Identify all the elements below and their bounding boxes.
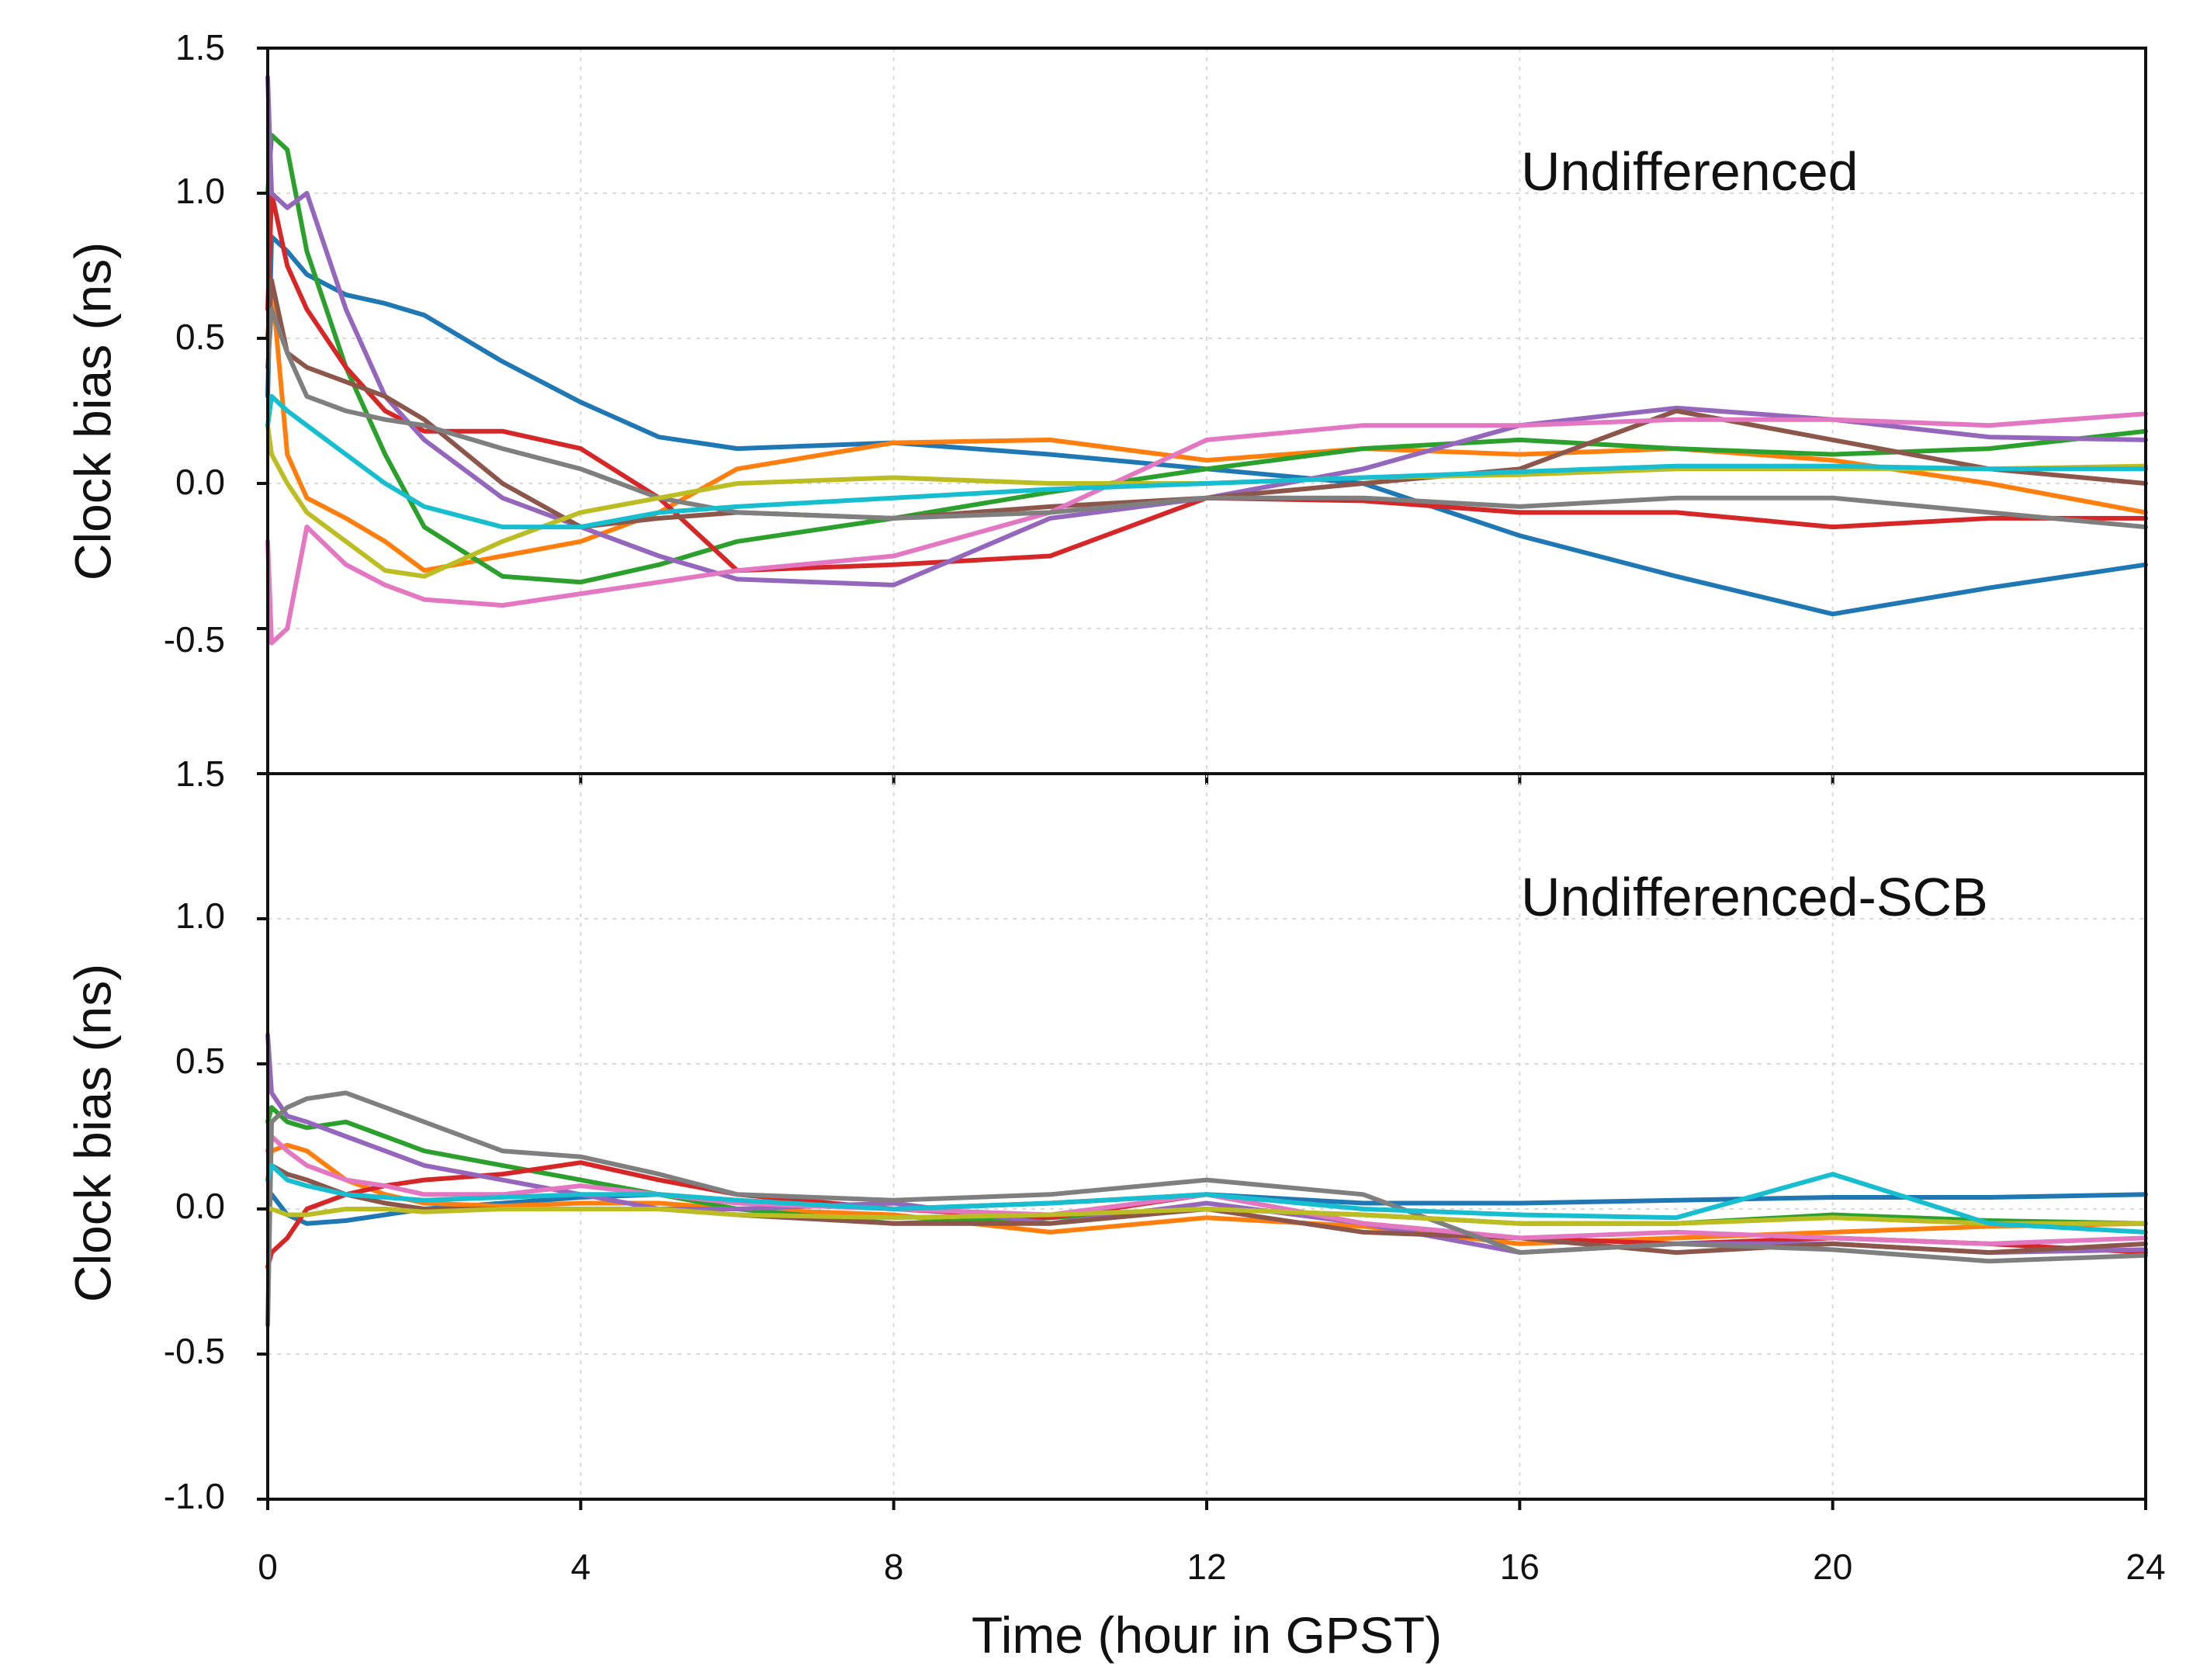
x-tick-label: 0 — [258, 1547, 278, 1587]
y-tick-label: 1.5 — [175, 27, 225, 68]
tick-marks — [257, 47, 2147, 785]
y-tick-label: 1.0 — [175, 171, 225, 211]
y-tick-label: 1.5 — [175, 753, 225, 794]
series-line-s04 — [265, 1160, 2148, 1270]
series-line-s08 — [265, 1090, 2148, 1328]
x-tick-label: 12 — [1187, 1547, 1226, 1587]
y-tick-label: -0.5 — [164, 619, 225, 660]
series-line-s09 — [265, 1207, 2148, 1226]
series-line-s10 — [265, 1162, 2148, 1235]
series-line-s02 — [265, 1142, 2148, 1246]
x-tick-labels: 0 4 8 12 16 20 24 — [258, 1547, 2165, 1587]
series-group — [265, 74, 2148, 646]
series-group — [265, 1032, 2148, 1328]
x-tick-label: 24 — [2126, 1547, 2165, 1587]
x-axis-title: Time (hour in GPST) — [972, 1606, 1442, 1664]
x-tick-label: 20 — [1813, 1547, 1852, 1587]
y-tick-labels: -1.0 -0.5 0.0 0.5 1.0 1.5 — [164, 753, 225, 1516]
y-axis-title: Clock bias (ns) — [64, 964, 121, 1302]
panel-title: Undifferenced — [1521, 141, 1859, 202]
grid — [268, 48, 2146, 774]
y-tick-label: 0.0 — [175, 1186, 225, 1226]
y-axis-title: Clock bias (ns) — [64, 242, 121, 580]
x-tick-label: 16 — [1500, 1547, 1540, 1587]
tick-marks — [257, 772, 2147, 1510]
y-tick-label: -1.0 — [164, 1476, 225, 1516]
series-line-s05 — [265, 74, 2148, 587]
y-tick-label: -0.5 — [164, 1331, 225, 1371]
x-tick-label: 8 — [884, 1547, 904, 1587]
y-tick-labels: -0.5 0.0 0.5 1.0 1.5 — [164, 27, 225, 660]
series-line-s09 — [265, 423, 2148, 579]
x-tick-label: 4 — [571, 1547, 591, 1587]
series-line-s04 — [265, 191, 2148, 573]
series-line-s08 — [265, 307, 2148, 530]
y-tick-label: 0.0 — [175, 462, 225, 502]
panel-undifferenced-scb: -1.0 -0.5 0.0 0.5 1.0 1.5 Clock bias (ns… — [64, 753, 2165, 1664]
y-tick-label: 0.5 — [175, 1041, 225, 1081]
series-line-s07 — [265, 411, 2148, 646]
panel-undifferenced: -0.5 0.0 0.5 1.0 1.5 Clock bias (ns) Und… — [64, 27, 2148, 785]
y-tick-label: 0.5 — [175, 317, 225, 357]
y-tick-label: 1.0 — [175, 895, 225, 936]
series-line-s10 — [265, 393, 2148, 530]
series-line-s03 — [265, 133, 2148, 585]
grid — [268, 774, 2146, 1499]
panel-title: Undifferenced-SCB — [1521, 867, 1988, 927]
